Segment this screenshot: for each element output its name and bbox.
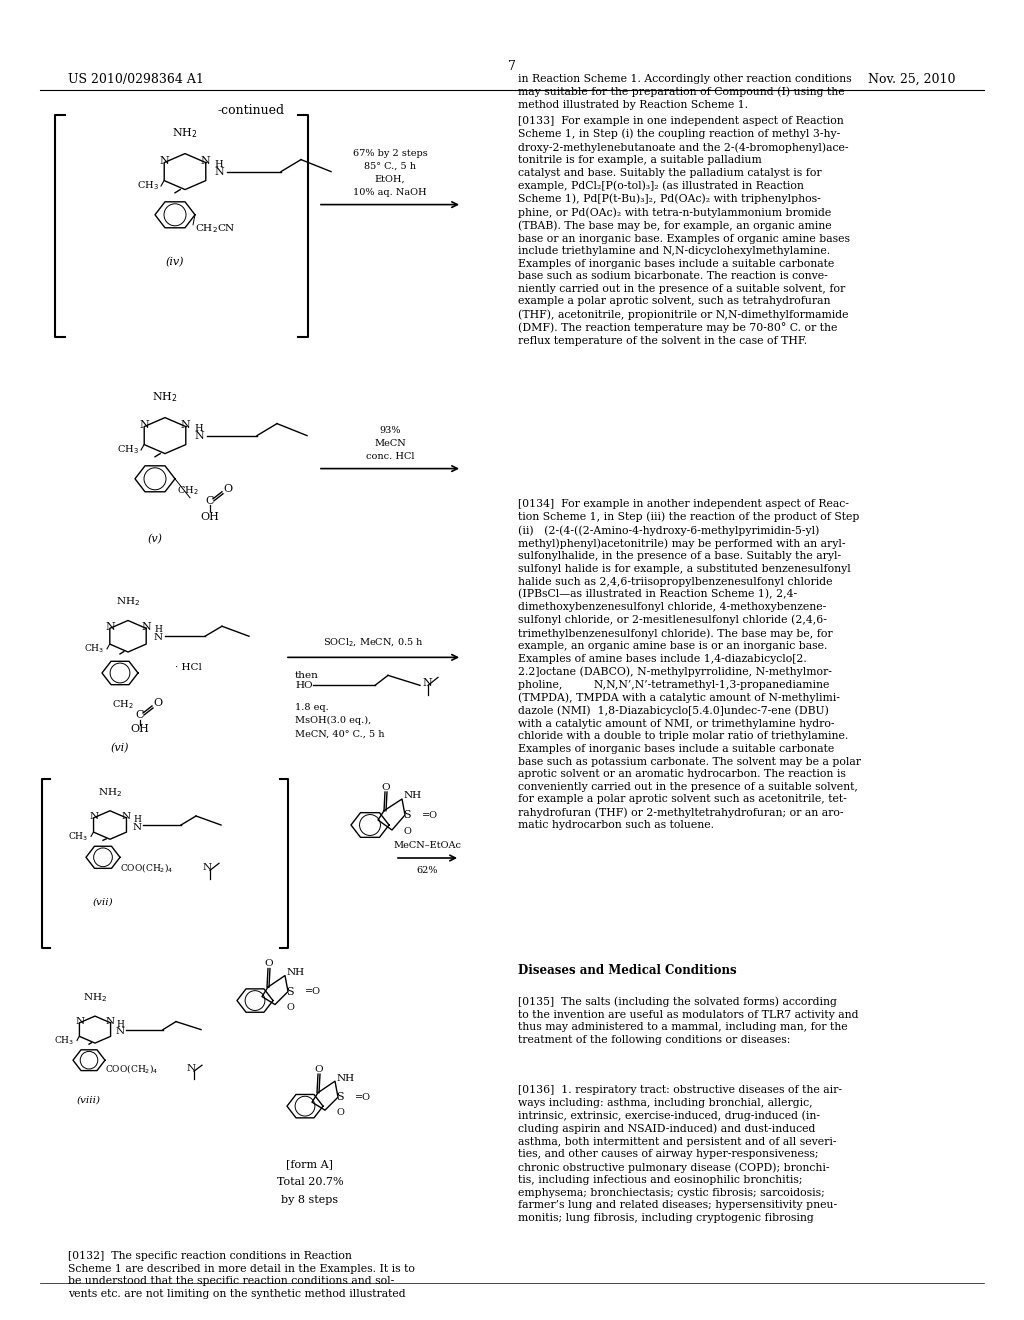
- Text: Nov. 25, 2010: Nov. 25, 2010: [868, 73, 956, 86]
- Text: CH$_3$: CH$_3$: [68, 830, 88, 842]
- Text: 85° C., 5 h: 85° C., 5 h: [364, 161, 416, 170]
- Text: NH$_2$: NH$_2$: [172, 127, 198, 140]
- Text: COO(CH$_2$)$_4$: COO(CH$_2$)$_4$: [120, 861, 173, 874]
- Text: [0135]  The salts (including the solvated forms) according
to the invention are : [0135] The salts (including the solvated…: [518, 997, 858, 1045]
- Text: N: N: [105, 1016, 115, 1026]
- Text: C: C: [136, 710, 144, 719]
- Text: S: S: [286, 986, 294, 997]
- Text: HO: HO: [295, 681, 312, 690]
- Text: N: N: [422, 678, 432, 688]
- Text: -continued: -continued: [217, 104, 285, 117]
- Text: (viii): (viii): [77, 1096, 101, 1105]
- Text: [0134]  For example in another independent aspect of Reac-
tion Scheme 1, in Ste: [0134] For example in another independen…: [518, 499, 861, 830]
- Text: Total 20.7%: Total 20.7%: [276, 1177, 343, 1188]
- Text: N: N: [194, 432, 204, 441]
- Text: O: O: [223, 484, 232, 494]
- Text: MsOH(3.0 eq.),: MsOH(3.0 eq.),: [295, 717, 372, 726]
- Text: (iv): (iv): [166, 257, 184, 267]
- Text: OH: OH: [201, 512, 219, 521]
- Text: 62%: 62%: [417, 866, 438, 875]
- Text: 67% by 2 steps: 67% by 2 steps: [352, 149, 427, 157]
- Text: N: N: [122, 812, 131, 821]
- Text: NH: NH: [337, 1073, 355, 1082]
- Text: OH: OH: [131, 723, 150, 734]
- Text: Diseases and Medical Conditions: Diseases and Medical Conditions: [518, 964, 736, 977]
- Text: NH$_2$: NH$_2$: [116, 595, 140, 609]
- Text: O: O: [153, 698, 162, 708]
- Text: by 8 steps: by 8 steps: [282, 1195, 339, 1205]
- Text: N: N: [105, 622, 115, 632]
- Text: SOCl$_2$, MeCN, 0.5 h: SOCl$_2$, MeCN, 0.5 h: [324, 636, 424, 649]
- Text: O: O: [336, 1109, 344, 1117]
- Text: C: C: [206, 496, 214, 506]
- Text: N: N: [116, 1027, 125, 1036]
- Text: N: N: [214, 168, 224, 177]
- Text: EtOH,: EtOH,: [375, 174, 406, 183]
- Text: 93%: 93%: [379, 425, 400, 434]
- Text: conc. HCl: conc. HCl: [366, 451, 415, 461]
- Text: S: S: [336, 1092, 344, 1102]
- Text: 10% aq. NaOH: 10% aq. NaOH: [353, 187, 427, 197]
- Text: H: H: [133, 814, 141, 824]
- Text: NH: NH: [287, 968, 305, 977]
- Text: CH$_2$: CH$_2$: [177, 484, 199, 498]
- Text: CH$_3$: CH$_3$: [54, 1034, 75, 1047]
- Text: O: O: [403, 828, 411, 836]
- Text: O: O: [314, 1065, 324, 1073]
- Text: US 2010/0298364 A1: US 2010/0298364 A1: [68, 73, 204, 86]
- Text: [0133]  For example in one independent aspect of Reaction
Scheme 1, in Step (i) : [0133] For example in one independent as…: [518, 116, 850, 346]
- Text: 1.8 eq.: 1.8 eq.: [295, 704, 329, 713]
- Text: N: N: [154, 634, 163, 643]
- Text: N: N: [160, 156, 170, 166]
- Text: NH$_2$: NH$_2$: [153, 391, 178, 404]
- Text: =O: =O: [422, 810, 438, 820]
- Text: N: N: [187, 1064, 197, 1073]
- Text: NH: NH: [404, 791, 422, 800]
- Text: N: N: [141, 622, 151, 632]
- Text: CH$_3$: CH$_3$: [137, 180, 159, 193]
- Text: CH$_3$: CH$_3$: [84, 643, 103, 655]
- Text: MeCN: MeCN: [374, 438, 406, 447]
- Text: CH$_2$: CH$_2$: [112, 698, 133, 711]
- Text: COO(CH$_2$)$_4$: COO(CH$_2$)$_4$: [105, 1061, 159, 1074]
- Text: O: O: [264, 960, 273, 968]
- Text: N: N: [180, 420, 190, 430]
- Text: CH$_3$: CH$_3$: [117, 444, 138, 457]
- Text: H: H: [116, 1020, 124, 1028]
- Text: NH$_2$: NH$_2$: [98, 787, 122, 800]
- Text: N: N: [75, 1016, 84, 1026]
- Text: N: N: [89, 812, 98, 821]
- Text: in Reaction Scheme 1. Accordingly other reaction conditions
may suitable for the: in Reaction Scheme 1. Accordingly other …: [518, 74, 852, 110]
- Text: =O: =O: [305, 987, 321, 997]
- Text: NH$_2$: NH$_2$: [83, 991, 108, 1005]
- Text: O: O: [286, 1003, 294, 1011]
- Text: H: H: [194, 424, 203, 433]
- Text: H: H: [214, 160, 222, 169]
- Text: [form A]: [form A]: [287, 1159, 334, 1170]
- Text: MeCN–EtOAc: MeCN–EtOAc: [393, 841, 462, 850]
- Text: N: N: [203, 863, 212, 871]
- Text: =O: =O: [355, 1093, 371, 1102]
- Text: (v): (v): [147, 533, 163, 544]
- Text: N: N: [201, 156, 210, 166]
- Text: MeCN, 40° C., 5 h: MeCN, 40° C., 5 h: [295, 730, 384, 738]
- Text: [0132]  The specific reaction conditions in Reaction
Scheme 1 are described in m: [0132] The specific reaction conditions …: [68, 1251, 415, 1299]
- Text: H: H: [154, 626, 162, 635]
- Text: [0136]  1. respiratory tract: obstructive diseases of the air-
ways including: a: [0136] 1. respiratory tract: obstructive…: [518, 1085, 842, 1222]
- Text: CH$_2$CN: CH$_2$CN: [195, 222, 236, 235]
- Text: O: O: [382, 783, 390, 792]
- Text: (vii): (vii): [93, 898, 114, 907]
- Text: 7: 7: [508, 59, 516, 73]
- Text: (vi): (vi): [111, 743, 129, 754]
- Text: S: S: [403, 810, 411, 820]
- Text: then: then: [295, 672, 318, 680]
- Text: N: N: [139, 420, 150, 430]
- Text: · HCl: · HCl: [175, 664, 202, 672]
- Text: N: N: [133, 822, 142, 832]
